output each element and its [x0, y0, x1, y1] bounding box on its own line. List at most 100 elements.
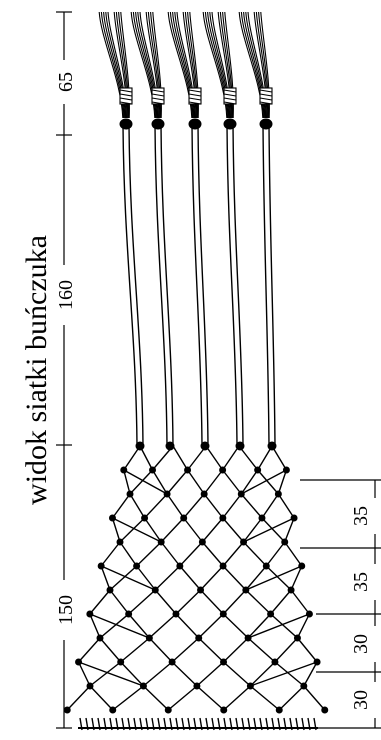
cord-top-knot [188, 118, 202, 130]
net-knot [287, 586, 295, 594]
tassel-strand [98, 11, 124, 119]
tassel-binding [151, 89, 165, 93]
net-strand [277, 469, 288, 495]
tassel-binding [259, 93, 273, 97]
tassel-strand [182, 11, 197, 119]
tassels-group [98, 11, 273, 119]
net-strand [89, 613, 101, 639]
net-strand [201, 541, 224, 567]
net-strand [179, 565, 202, 591]
tassel-binding [151, 101, 165, 105]
tassel-binding [259, 101, 273, 105]
net-strand [129, 469, 154, 495]
cords-group [122, 124, 276, 446]
net-knot [193, 682, 201, 690]
net-knot [198, 538, 206, 546]
tassel-binding [188, 101, 202, 105]
net-strand [166, 469, 189, 495]
tassel-strand [137, 11, 158, 119]
net-strand [89, 661, 122, 687]
net-knot [195, 634, 203, 642]
net-strand [247, 613, 272, 639]
net-strand [99, 613, 130, 639]
net-knot [75, 658, 83, 666]
tassel-strand [132, 11, 157, 119]
net-fringe [283, 717, 287, 731]
net-strand [187, 445, 207, 471]
net-fringe [199, 717, 203, 731]
net-strand [183, 493, 205, 519]
net-knot [180, 514, 188, 522]
tassel-strand [189, 11, 199, 119]
net-fringe [97, 717, 101, 731]
tassel-strand [240, 11, 265, 119]
net-strand [198, 637, 225, 663]
tassel-strand [147, 11, 161, 119]
net-knot [139, 682, 147, 690]
net-strand [201, 517, 224, 543]
tassel-strand [113, 11, 128, 119]
net-strand [100, 541, 121, 567]
net-strand [223, 685, 251, 711]
net-fringe [235, 717, 239, 731]
net-knot [86, 682, 94, 690]
net-strand [274, 661, 305, 687]
net-strand [99, 637, 122, 663]
net-knot [126, 490, 134, 498]
net-strand [100, 565, 156, 591]
net-knot [305, 610, 313, 618]
net-strand [200, 565, 224, 591]
net-strand [123, 469, 131, 495]
net-fringe [103, 717, 107, 731]
label-bg-65 [54, 60, 74, 104]
tassel-strand [118, 11, 130, 119]
tassel-binding [119, 89, 133, 93]
net-knot [145, 634, 153, 642]
tassel-strand [184, 11, 198, 119]
net-knot [254, 466, 262, 474]
net-fringe [217, 717, 221, 731]
net-strand [222, 565, 247, 591]
tassel-strand [169, 11, 194, 119]
net-strand [243, 517, 295, 543]
net-strand [284, 517, 295, 543]
tassel-strand [176, 11, 196, 119]
net-knot [271, 658, 279, 666]
net-strand [186, 469, 205, 495]
net-strand [128, 589, 156, 615]
net-strand [250, 661, 318, 687]
net-strand [290, 589, 310, 615]
net-fringe [175, 717, 179, 731]
left-labels: 65 160 150 [54, 60, 77, 640]
cord-top-knot [259, 118, 273, 130]
net-knot [274, 490, 282, 498]
net-strand [119, 541, 138, 567]
net-strand [142, 685, 169, 711]
net-fringe [133, 717, 137, 731]
net-strand [160, 517, 185, 543]
net-fringe [139, 717, 143, 731]
cord-top-knot [151, 118, 165, 130]
net-strand [154, 589, 177, 615]
net-knot [184, 466, 192, 474]
net-strand [109, 565, 138, 591]
net-strand [245, 565, 303, 591]
net-fringe [157, 717, 161, 731]
net-knot [219, 610, 227, 618]
net-strand [89, 685, 114, 711]
net-strand [78, 661, 144, 687]
net-knot [172, 610, 180, 618]
net-knot [63, 706, 71, 714]
net-fringe [313, 717, 317, 731]
net-fringe [289, 717, 293, 731]
net-strand [240, 493, 263, 519]
net-knot [86, 610, 94, 618]
label-bg-150 [54, 580, 74, 640]
net-strand [175, 613, 200, 639]
dim-150: 150 [55, 595, 77, 625]
net-fringe [247, 717, 251, 731]
net-strand [261, 493, 279, 519]
net-knot [240, 538, 248, 546]
net-knot [117, 658, 125, 666]
tassel-strand [222, 11, 234, 119]
